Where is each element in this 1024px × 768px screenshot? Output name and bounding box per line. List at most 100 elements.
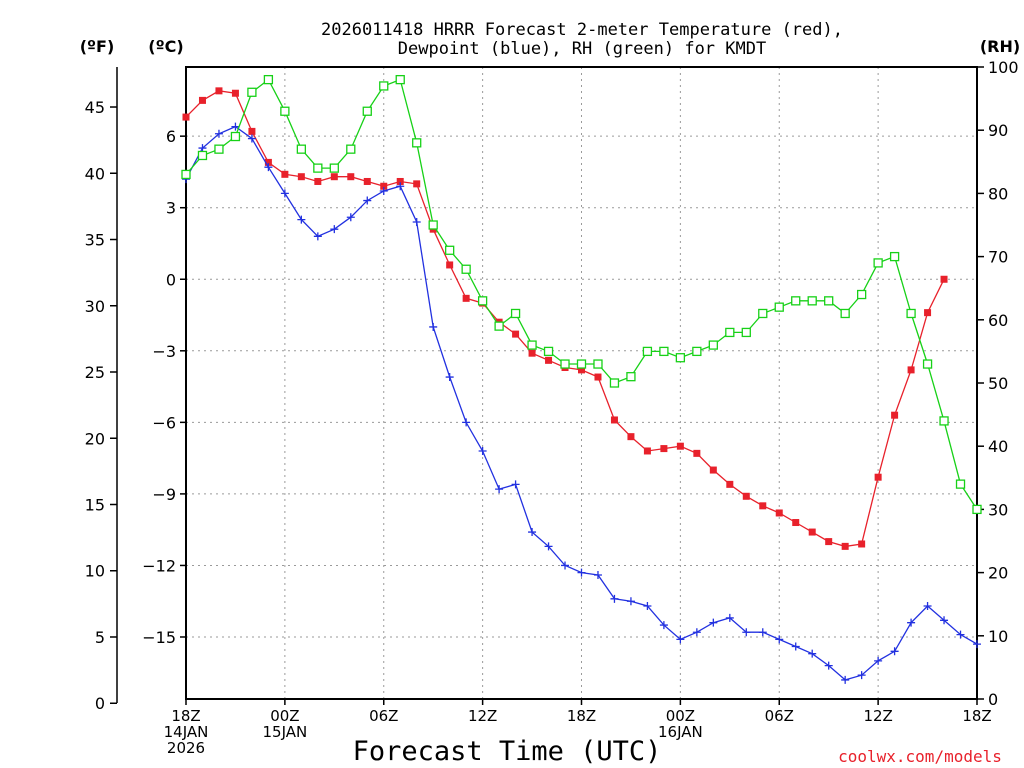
rh-point [214,144,224,154]
chart-title-line2: Dewpoint (blue), RH (green) for KMDT [398,39,766,59]
rh-point [708,340,718,350]
temperature-point [512,330,520,338]
rh-tick-label: 10 [988,627,1008,646]
rh-tick-label: 90 [988,121,1008,140]
rh-tick-label: 20 [988,564,1008,583]
x-tick-label: 18Z [171,707,200,725]
temperature-point [264,158,272,166]
fahrenheit-tick-label: 20 [85,429,105,448]
temperature-point [215,87,223,95]
x-tick-label: 00Z [270,707,299,725]
rh-point [758,308,768,319]
temperature-point [775,509,783,517]
temperature-point [347,173,355,181]
rh-point [445,245,455,255]
dewpoint-point [330,225,339,234]
dewpoint-point [379,187,388,196]
rh-point [543,346,554,357]
x-axis-label: Forecast Time (UTC) [353,736,662,767]
rh-point [774,302,784,312]
celsius-unit-label: (ºC) [148,37,183,56]
rh-point [626,372,636,382]
rh-point [181,169,191,180]
dewpoint-point [445,373,454,382]
dewpoint-point [973,640,981,649]
dewpoint-point [544,542,553,551]
temperature-point [808,528,816,536]
fahrenheit-tick-label: 30 [85,297,105,316]
temperature-point [462,294,470,302]
temperature-point [297,173,305,181]
rh-point [576,359,587,369]
temperature-point [578,366,585,374]
rh-point [428,220,438,230]
fahrenheit-unit-label: (ºF) [80,37,115,56]
temperature-point [858,540,866,548]
rh-point [609,378,620,388]
rh-point [725,327,735,338]
dewpoint-point [577,568,586,577]
rh-point [197,150,208,161]
plot-frame [185,66,978,700]
temperature-point [924,309,932,317]
dewpoint-point [791,642,800,651]
rh-tick-label: 50 [988,374,1008,393]
dewpoint-point [511,480,520,489]
x-tick-label: 18Z [567,707,596,725]
rh-tick-label: 70 [988,248,1008,267]
dewpoint-point [758,628,767,637]
dewpoint-point [346,213,355,222]
dewpoint-point [561,561,570,570]
dewpoint-point [363,196,372,205]
temperature-point [610,416,618,424]
dewpoint-point [907,618,916,627]
fahrenheit-tick-label: 45 [85,98,105,117]
temperature-point [380,182,388,190]
rh-point [807,296,817,306]
temperature-point [792,519,800,527]
rh-point [922,359,933,369]
temperature-point [198,96,206,104]
fahrenheit-tick-label: 5 [95,628,105,647]
temperature-point [726,480,734,488]
x-tick-label: 16JAN [658,723,703,741]
rh-point [395,74,405,85]
rh-point [379,81,389,91]
rh-tick-label: 80 [988,184,1008,203]
fahrenheit-tick-label: 25 [85,363,105,382]
celsius-tick-label: 0 [166,270,176,289]
rh-point [791,296,801,306]
dewpoint-point [923,601,932,610]
celsius-tick-label: −9 [152,485,176,504]
axes [110,66,984,705]
dewpoint-point [478,446,487,455]
celsius-tick-label: −15 [142,628,176,647]
dewpoint-point [676,635,685,644]
chart-title-line1: 2026011418 HRRR Forecast 2-meter Tempera… [321,20,843,40]
rh-point [659,346,669,357]
dewpoint-point [775,635,784,644]
temperature-point [825,538,833,546]
rh-point [593,359,603,369]
rh-point [889,251,900,262]
x-tick-label: 15JAN [263,723,308,741]
x-tick-label: 18Z [962,707,991,725]
rh-point [247,87,257,97]
x-tick-label: 2026 [167,739,205,757]
temperature-point [281,170,289,178]
rh-point [280,106,290,116]
dewpoint-point [956,630,965,639]
rh-point [675,353,686,363]
dewpoint-point [593,570,602,579]
dewpoint-point [841,675,850,684]
temperature-point [446,261,454,269]
dewpoint-point [659,621,668,630]
dewpoint-point [462,418,471,427]
rh-point [527,340,537,350]
rh-point [741,327,751,338]
rh-tick-label: 100 [988,58,1019,77]
fahrenheit-tick-label: 15 [85,495,105,514]
dewpoint-point [297,215,306,224]
rh-point [329,163,339,173]
celsius-tick-label: −3 [152,342,176,361]
